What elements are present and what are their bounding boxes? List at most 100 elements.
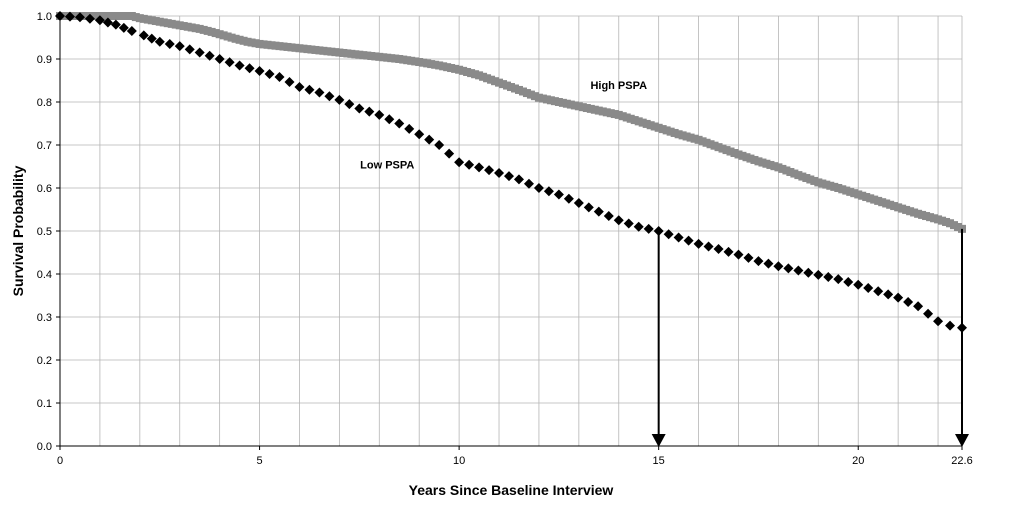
data-point-diamond (573, 198, 584, 209)
data-point-diamond (763, 258, 774, 269)
y-tick-label: 0.4 (37, 269, 52, 281)
data-point-diamond (474, 162, 485, 173)
data-point-diamond (873, 286, 884, 297)
data-point-diamond (364, 106, 375, 117)
data-point-diamond (274, 72, 285, 83)
x-tick-label: 10 (453, 455, 465, 467)
data-point-diamond (913, 301, 924, 312)
y-tick-label: 0.8 (37, 97, 52, 109)
data-point-diamond (603, 210, 614, 221)
x-tick-label: 0 (57, 455, 63, 467)
data-point-diamond (324, 91, 335, 102)
data-point-diamond (853, 279, 864, 290)
data-point-diamond (533, 183, 544, 193)
y-tick-label: 0.3 (37, 312, 52, 324)
data-point-diamond (893, 292, 904, 303)
data-point-diamond (683, 235, 694, 246)
y-tick-label: 0.9 (37, 54, 52, 66)
data-point-diamond (184, 44, 195, 55)
data-point-diamond (94, 15, 105, 26)
data-point-diamond (110, 19, 121, 30)
data-point-diamond (543, 186, 554, 197)
series-low-pspa (55, 11, 967, 333)
x-tick-label: 15 (653, 455, 665, 467)
data-point-diamond (504, 171, 515, 182)
x-axis-title: Years Since Baseline Interview (409, 482, 614, 498)
data-point-diamond (723, 246, 734, 257)
data-point-diamond (224, 57, 235, 68)
series-label: High PSPA (590, 80, 647, 92)
data-point-diamond (464, 159, 475, 170)
y-axis-title: Survival Probability (10, 165, 26, 296)
data-point-diamond (118, 22, 129, 33)
y-tick-label: 0.7 (37, 140, 52, 152)
data-point-diamond (194, 47, 205, 58)
data-point-diamond (693, 238, 704, 249)
data-point-diamond (633, 221, 644, 232)
data-point-diamond (434, 140, 445, 150)
data-point-diamond (494, 167, 505, 178)
data-point-diamond (234, 60, 245, 71)
data-point-diamond (284, 77, 295, 88)
data-point-diamond (374, 109, 385, 120)
data-point-diamond (344, 99, 355, 110)
data-point-diamond (64, 11, 75, 22)
grid-layer (60, 15, 963, 447)
data-point-diamond (394, 118, 405, 129)
x-tick-label: 22.6 (951, 455, 972, 467)
data-point-diamond (813, 269, 824, 280)
data-point-diamond (923, 308, 934, 319)
data-point-diamond (513, 174, 524, 185)
y-tick-label: 0.5 (37, 226, 52, 238)
data-point-diamond (713, 244, 724, 255)
data-point-diamond (154, 36, 165, 47)
data-point-diamond (444, 148, 455, 159)
data-point-diamond (214, 54, 225, 64)
data-point-diamond (733, 249, 744, 260)
data-point-diamond (254, 66, 265, 77)
data-point-diamond (454, 157, 465, 168)
data-point-diamond (883, 289, 894, 300)
data-point-diamond (174, 41, 185, 52)
arrow-head (955, 434, 969, 447)
series-layer (55, 11, 967, 333)
y-tick-label: 0.6 (37, 183, 52, 195)
arrow-head (651, 434, 666, 447)
data-point-diamond (843, 276, 854, 287)
data-point-diamond (933, 316, 944, 327)
data-point-diamond (613, 215, 624, 226)
series-high-pspa (56, 12, 966, 233)
data-point-diamond (583, 202, 594, 213)
data-point-diamond (623, 218, 634, 229)
axes-layer (56, 15, 963, 450)
data-point-diamond (863, 282, 874, 293)
annotation-layer (651, 228, 969, 447)
y-tick-label: 0.1 (37, 398, 52, 410)
data-point-diamond (523, 178, 534, 189)
data-point-diamond (945, 320, 956, 331)
x-tick-label: 5 (256, 455, 262, 467)
data-point-diamond (793, 265, 804, 276)
data-point-diamond (663, 229, 674, 240)
data-point-diamond (673, 232, 684, 243)
data-point-diamond (146, 33, 157, 44)
data-point-diamond (334, 94, 345, 105)
data-point-diamond (304, 84, 315, 95)
data-point-diamond (424, 134, 435, 145)
data-point-diamond (314, 87, 325, 98)
data-point-diamond (294, 81, 305, 92)
data-point-diamond (404, 123, 415, 134)
data-point-diamond (643, 223, 654, 234)
data-point-diamond (903, 296, 914, 307)
data-point-diamond (484, 165, 495, 176)
data-point-diamond (264, 69, 275, 80)
data-point-diamond (593, 206, 604, 217)
data-point-diamond (354, 103, 365, 114)
data-point-diamond (126, 26, 137, 37)
x-tick-label: 20 (852, 455, 864, 467)
series-label: Low PSPA (360, 160, 414, 172)
data-point-diamond (414, 129, 425, 140)
data-point-diamond (563, 193, 574, 204)
